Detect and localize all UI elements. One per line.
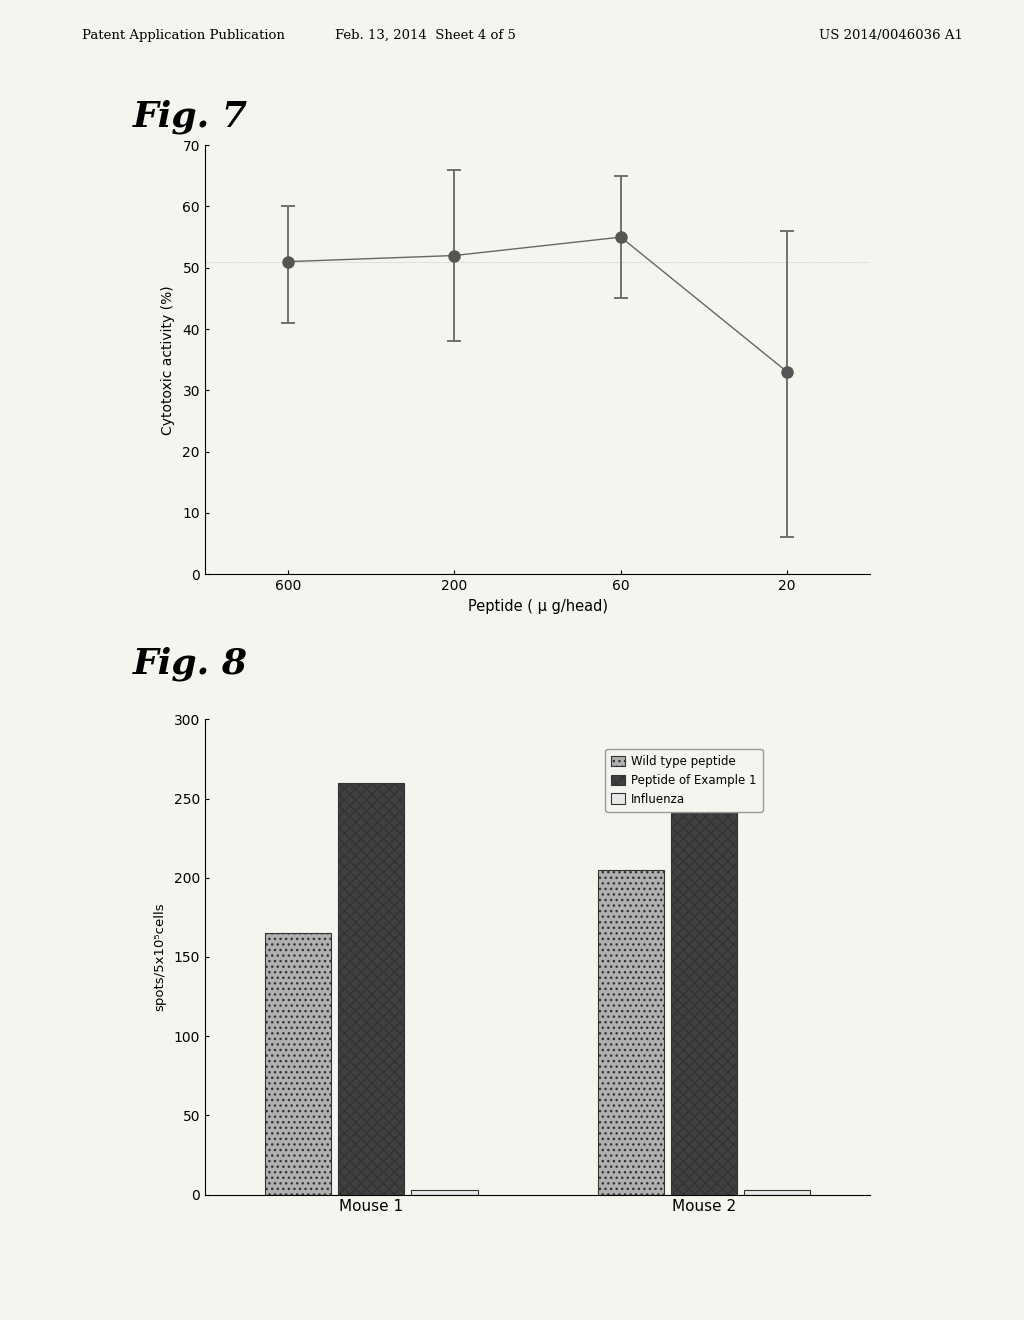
- Text: US 2014/0046036 A1: US 2014/0046036 A1: [819, 29, 964, 42]
- Bar: [264, 933, 332, 1195]
- Y-axis label: spots/5x10⁵cells: spots/5x10⁵cells: [154, 903, 167, 1011]
- Bar: [671, 791, 737, 1195]
- Text: Patent Application Publication: Patent Application Publication: [82, 29, 285, 42]
- X-axis label: Peptide ( μ g/head): Peptide ( μ g/head): [468, 598, 607, 614]
- Text: Feb. 13, 2014  Sheet 4 of 5: Feb. 13, 2014 Sheet 4 of 5: [335, 29, 515, 42]
- Text: Fig. 8: Fig. 8: [133, 647, 248, 681]
- Y-axis label: Cytotoxic activity (%): Cytotoxic activity (%): [162, 285, 175, 434]
- Bar: [338, 783, 404, 1195]
- Bar: [598, 870, 665, 1195]
- Text: Fig. 7: Fig. 7: [133, 99, 248, 133]
- Legend: Wild type peptide, Peptide of Example 1, Influenza: Wild type peptide, Peptide of Example 1,…: [605, 748, 763, 812]
- Bar: [744, 1189, 811, 1195]
- Bar: [412, 1189, 477, 1195]
